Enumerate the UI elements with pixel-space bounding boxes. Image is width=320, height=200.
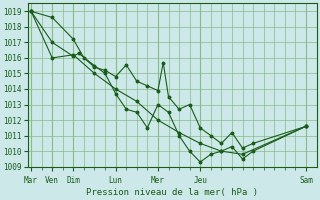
X-axis label: Pression niveau de la mer( hPa ): Pression niveau de la mer( hPa ) — [86, 188, 258, 197]
